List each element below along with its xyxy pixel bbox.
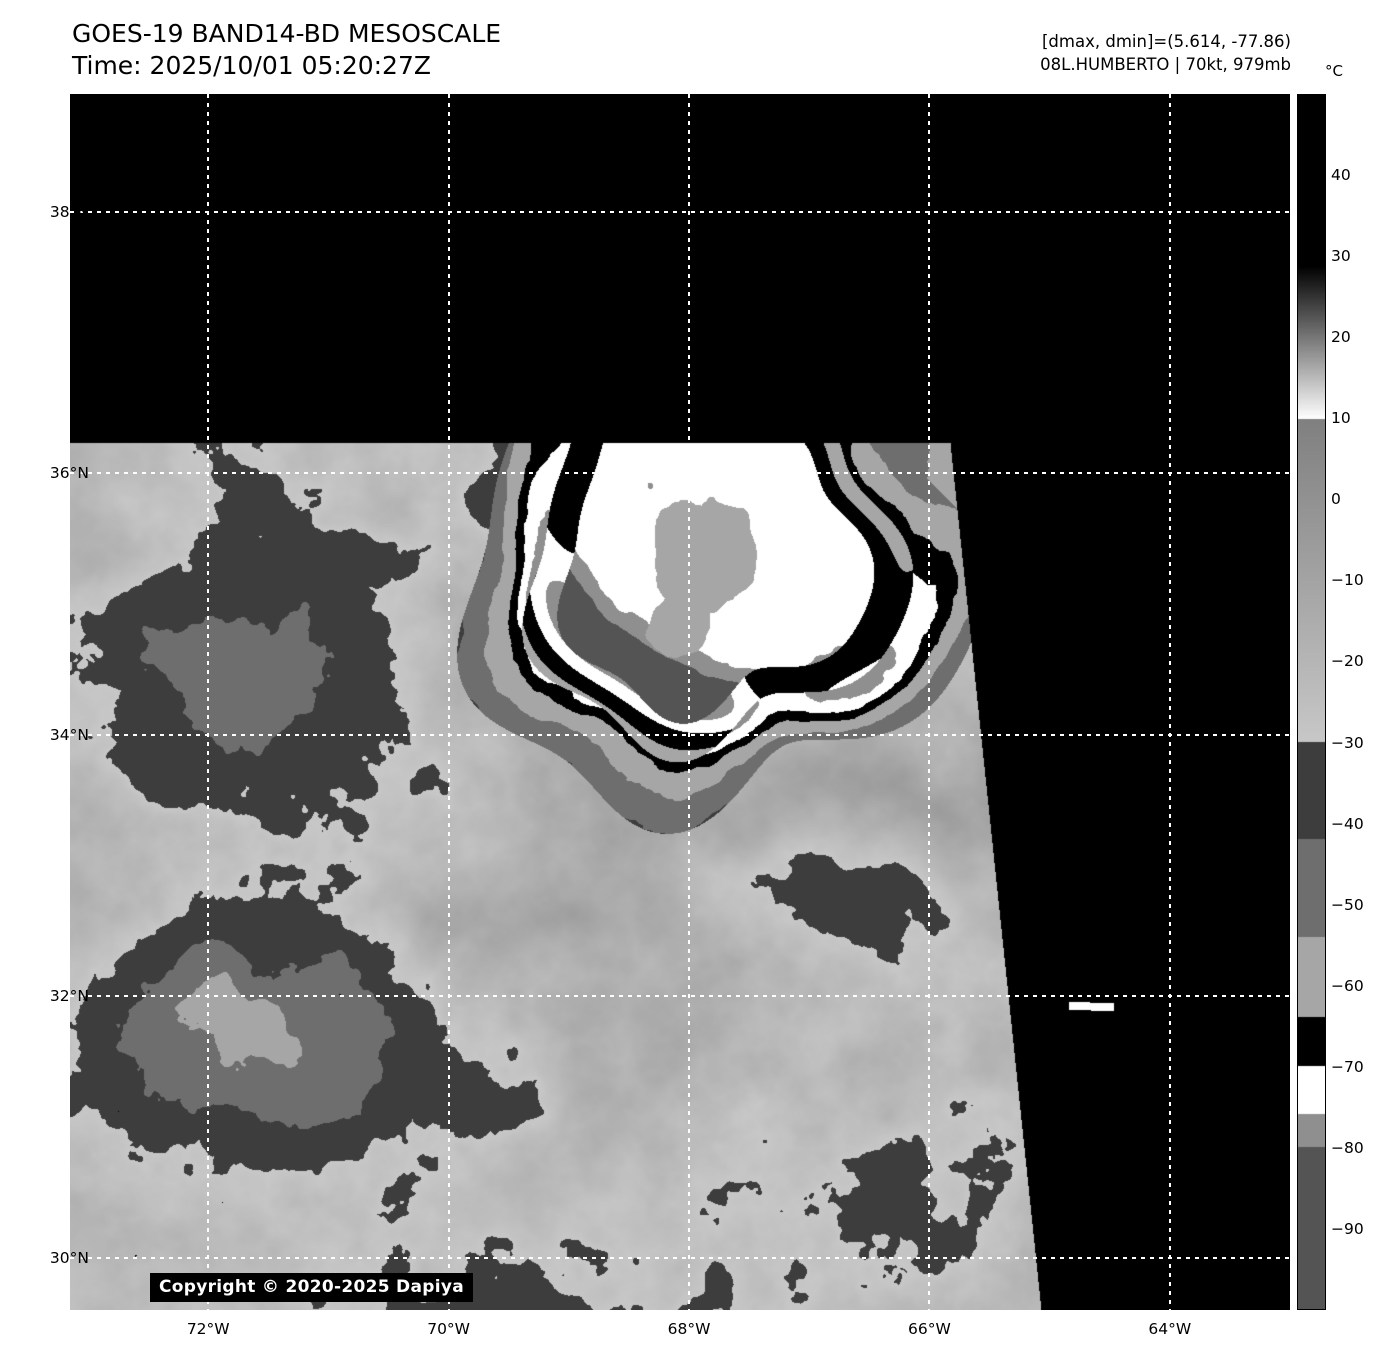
colorbar-tick: −40	[1331, 814, 1364, 833]
colorbar-tick: −30	[1331, 733, 1364, 752]
lat-tick-label: 36°N	[49, 464, 89, 483]
colorbar-tick: 20	[1331, 328, 1351, 347]
lon-tick-label: 68°W	[667, 1320, 711, 1338]
page-title: GOES-19 BAND14-BD MESOSCALE	[72, 19, 502, 48]
lat-tick-label: 30°N	[49, 1248, 89, 1267]
satellite-imagery-canvas	[70, 94, 1290, 1310]
lat-tick-label: 34°N	[49, 725, 89, 744]
colorbar[interactable]	[1297, 94, 1326, 1310]
colorbar-tick: 40	[1331, 166, 1351, 185]
lon-tick-label: 64°W	[1148, 1320, 1192, 1338]
colorbar-gradient	[1298, 95, 1325, 1309]
gridline-lat	[70, 210, 1290, 213]
colorbar-unit-label: °C	[1325, 62, 1343, 80]
colorbar-tick: −20	[1331, 652, 1364, 671]
map-raster-clip	[70, 94, 1290, 1310]
satellite-map[interactable]: Copyright © 2020-2025 Dapiya	[70, 94, 1290, 1310]
title-block: GOES-19 BAND14-BD MESOSCALE Time: 2025/1…	[72, 18, 501, 82]
colorbar-tick: −80	[1331, 1138, 1364, 1157]
gridline-lon	[688, 94, 690, 1310]
timestamp: Time: 2025/10/01 05:20:27Z	[72, 51, 431, 80]
metadata-block: [dmax, dmin]=(5.614, -77.86) 08L.HUMBERT…	[1040, 30, 1291, 76]
copyright-notice: Copyright © 2020-2025 Dapiya	[150, 1273, 473, 1302]
lat-tick-label: 38°N	[49, 202, 89, 221]
gridline-lon	[928, 94, 931, 1310]
colorbar-tick: −90	[1331, 1219, 1364, 1238]
colorbar-tick: 10	[1331, 409, 1351, 428]
gridline-lat	[70, 1256, 1290, 1259]
colorbar-tick: −10	[1331, 571, 1364, 590]
storm-info-text: 08L.HUMBERTO | 70kt, 979mb	[1040, 55, 1291, 74]
gridline-lat	[70, 995, 1290, 998]
colorbar-tick: 30	[1331, 247, 1351, 266]
lon-tick-label: 70°W	[427, 1320, 471, 1338]
lon-tick-label: 66°W	[908, 1320, 951, 1338]
gridline-lon	[447, 94, 450, 1310]
colorbar-tick: −60	[1331, 976, 1364, 995]
gridline-lon	[207, 94, 210, 1310]
colorbar-tick: −70	[1331, 1057, 1364, 1076]
gridline-lat	[70, 472, 1290, 475]
gridline-lon	[1168, 94, 1171, 1310]
dminmax-text: [dmax, dmin]=(5.614, -77.86)	[1042, 32, 1291, 51]
lat-tick-label: 32°N	[49, 987, 89, 1006]
gridline-lat	[70, 733, 1290, 736]
colorbar-tick: −50	[1331, 895, 1364, 914]
lon-tick-label: 72°W	[186, 1320, 230, 1338]
colorbar-tick: 0	[1331, 490, 1341, 509]
